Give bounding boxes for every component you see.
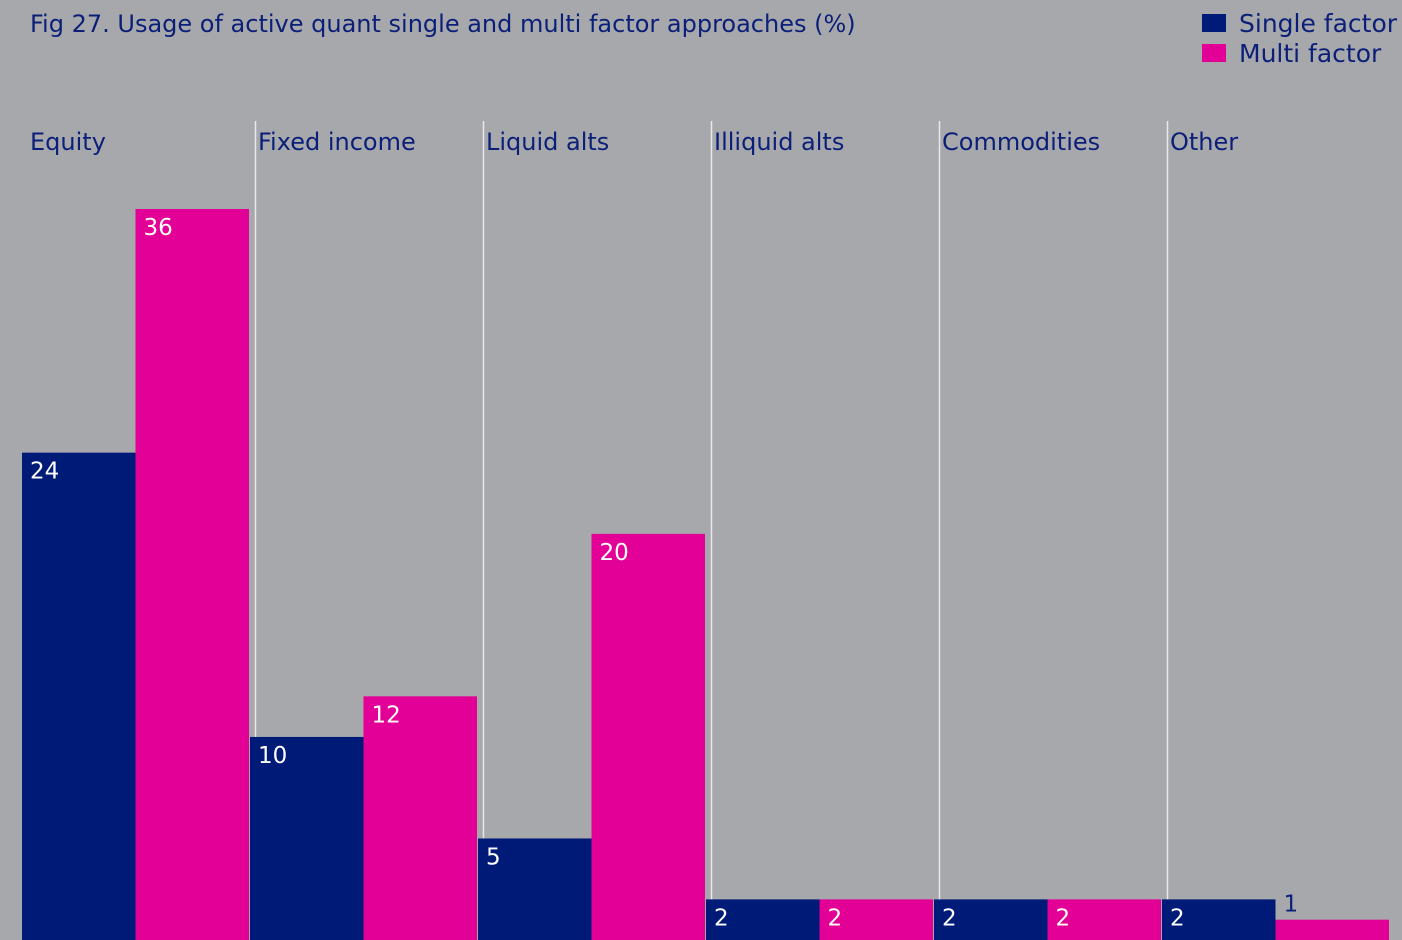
value-label-commodities-multi-factor: 2	[1056, 905, 1071, 931]
value-label-commodities-single-factor: 2	[942, 905, 957, 931]
value-label-equity-multi-factor: 36	[144, 215, 173, 241]
bar-liquid-alts-single-factor	[478, 838, 592, 940]
value-label-other-multi-factor: 1	[1284, 892, 1299, 918]
value-label-liquid-alts-single-factor: 5	[486, 844, 501, 870]
bar-illiquid-alts-multi-factor	[819, 899, 933, 940]
bar-commodities-single-factor	[934, 899, 1048, 940]
bar-fixed-income-multi-factor	[363, 696, 477, 940]
category-label-other: Other	[1170, 128, 1238, 156]
category-label-liquid-alts: Liquid alts	[486, 128, 609, 156]
chart-title: Fig 27. Usage of active quant single and…	[30, 10, 856, 38]
bar-equity-multi-factor	[135, 209, 249, 940]
value-labels: 24 36 10 12 5 20 2 2 2 2 2 1	[30, 215, 1298, 931]
category-label-fixed-income: Fixed income	[258, 128, 416, 156]
value-label-equity-single-factor: 24	[30, 459, 59, 485]
value-label-other-single-factor: 2	[1170, 905, 1185, 931]
value-label-fixed-income-single-factor: 10	[258, 743, 287, 769]
bar-equity-single-factor	[22, 452, 136, 940]
value-label-illiquid-alts-single-factor: 2	[714, 905, 729, 931]
legend-label-multi-factor: Multi factor	[1239, 39, 1382, 68]
legend-swatch-single-factor	[1202, 14, 1226, 32]
category-labels: Equity Fixed income Liquid alts Illiquid al…	[30, 128, 1238, 156]
value-label-illiquid-alts-multi-factor: 2	[828, 905, 843, 931]
category-label-equity: Equity	[30, 128, 106, 156]
category-label-commodities: Commodities	[942, 128, 1100, 156]
legend-label-single-factor: Single factor	[1239, 9, 1398, 38]
bar-commodities-multi-factor	[1047, 899, 1161, 940]
category-label-illiquid-alts: Illiquid alts	[714, 128, 844, 156]
legend-swatch-multi-factor	[1202, 44, 1226, 62]
bar-fixed-income-single-factor	[250, 736, 364, 940]
bar-liquid-alts-multi-factor	[591, 533, 705, 940]
bar-other-multi-factor	[1275, 919, 1389, 940]
value-label-fixed-income-multi-factor: 12	[372, 702, 401, 728]
bar-illiquid-alts-single-factor	[706, 899, 820, 940]
value-label-liquid-alts-multi-factor: 20	[600, 540, 629, 566]
bar-other-single-factor	[1162, 899, 1276, 940]
bars	[22, 209, 1389, 940]
legend: Single factor Multi factor	[1202, 9, 1398, 68]
